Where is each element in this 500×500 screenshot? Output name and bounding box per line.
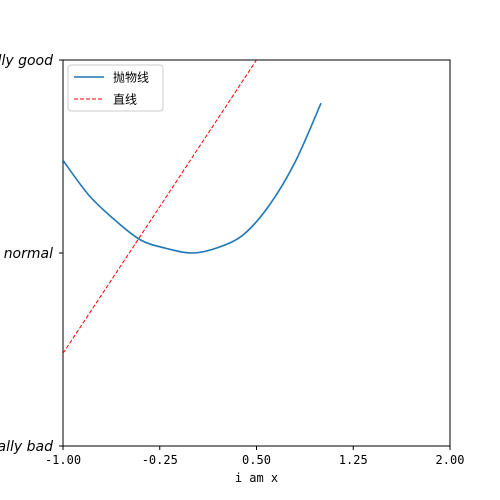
y-axis-ticks: really bad normal really good [0, 53, 63, 455]
legend-label-line: 直线 [113, 93, 137, 107]
y-tick-label: really bad [0, 439, 53, 455]
x-tick-label: -1.00 [45, 453, 81, 467]
legend: 抛物线 直线 [67, 64, 164, 112]
x-tick-label: 0.50 [242, 453, 271, 467]
legend-label-parabola: 抛物线 [113, 70, 149, 85]
series-line-1 [63, 60, 257, 354]
x-axis-ticks: -1.00 -0.25 0.50 1.25 2.00 [45, 446, 465, 467]
y-tick-label: normal [4, 246, 53, 262]
y-tick-label: really good [0, 53, 53, 69]
series-layer [63, 60, 322, 354]
plot-area [62, 59, 451, 447]
x-tick-label: 1.25 [339, 453, 368, 467]
series-line-0 [63, 102, 322, 254]
x-tick-label: -0.25 [142, 453, 178, 467]
x-axis-label: i am x [235, 471, 278, 485]
x-tick-label: 2.00 [436, 453, 465, 467]
